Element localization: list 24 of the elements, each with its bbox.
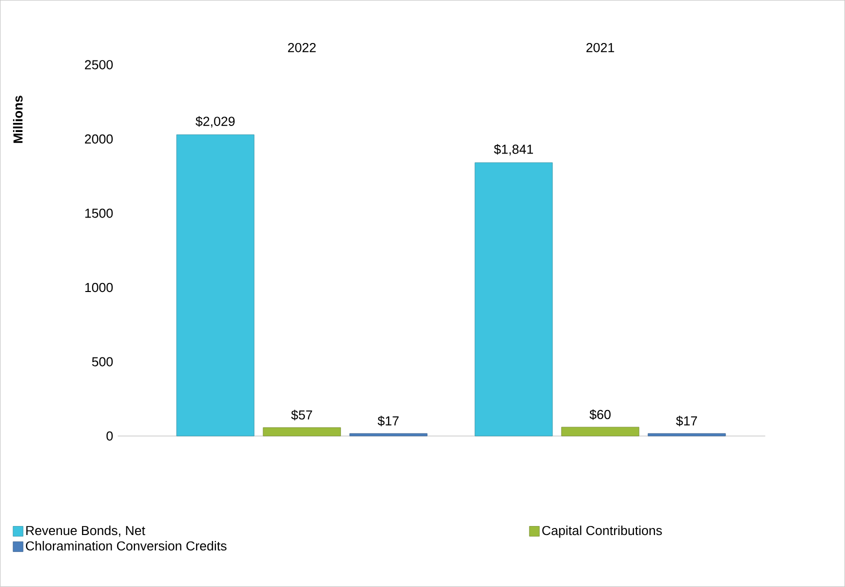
bar (349, 433, 428, 436)
legend-label: Capital Contributions (542, 526, 662, 538)
bar (561, 426, 640, 436)
data-label: $1,841 (494, 144, 533, 156)
legend-label: Chloramination Conversion Credits (26, 541, 226, 551)
bar (648, 433, 726, 436)
y-axis-title: Millions (13, 96, 23, 143)
data-label: $60 (590, 409, 611, 420)
x-tick-label: 2021 (586, 43, 614, 52)
legend-label: Revenue Bonds, Net (26, 526, 146, 537)
bar (474, 162, 553, 436)
data-label: $2,029 (196, 116, 235, 128)
y-tick-label: 0 (106, 431, 113, 441)
y-tick-label: 2500 (84, 60, 113, 70)
y-tick-label: 1000 (85, 282, 113, 292)
data-label: $57 (291, 410, 312, 420)
y-tick-label: 1500 (85, 208, 113, 218)
bar (176, 134, 254, 436)
x-tick-label: 2022 (288, 43, 316, 52)
bar (262, 427, 341, 436)
y-tick-label: 2000 (84, 134, 113, 144)
data-label: $17 (378, 416, 399, 426)
data-label: $17 (676, 416, 697, 426)
y-tick-label: 500 (92, 357, 113, 366)
